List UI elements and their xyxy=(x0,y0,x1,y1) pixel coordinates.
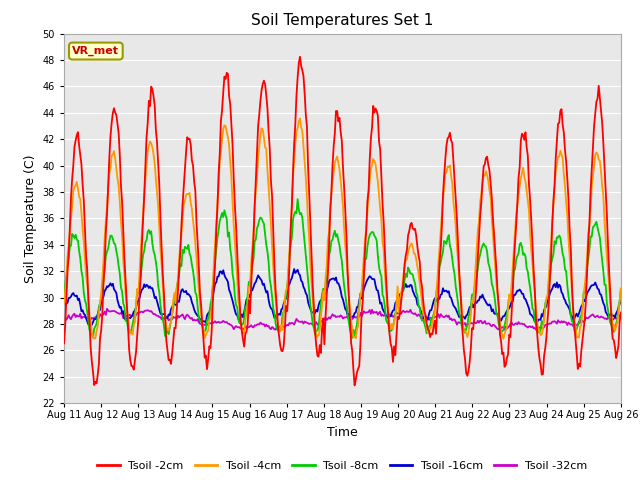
Y-axis label: Soil Temperature (C): Soil Temperature (C) xyxy=(24,154,37,283)
Legend: Tsoil -2cm, Tsoil -4cm, Tsoil -8cm, Tsoil -16cm, Tsoil -32cm: Tsoil -2cm, Tsoil -4cm, Tsoil -8cm, Tsoi… xyxy=(93,457,592,476)
Title: Soil Temperatures Set 1: Soil Temperatures Set 1 xyxy=(252,13,433,28)
Text: VR_met: VR_met xyxy=(72,46,119,56)
X-axis label: Time: Time xyxy=(327,426,358,439)
